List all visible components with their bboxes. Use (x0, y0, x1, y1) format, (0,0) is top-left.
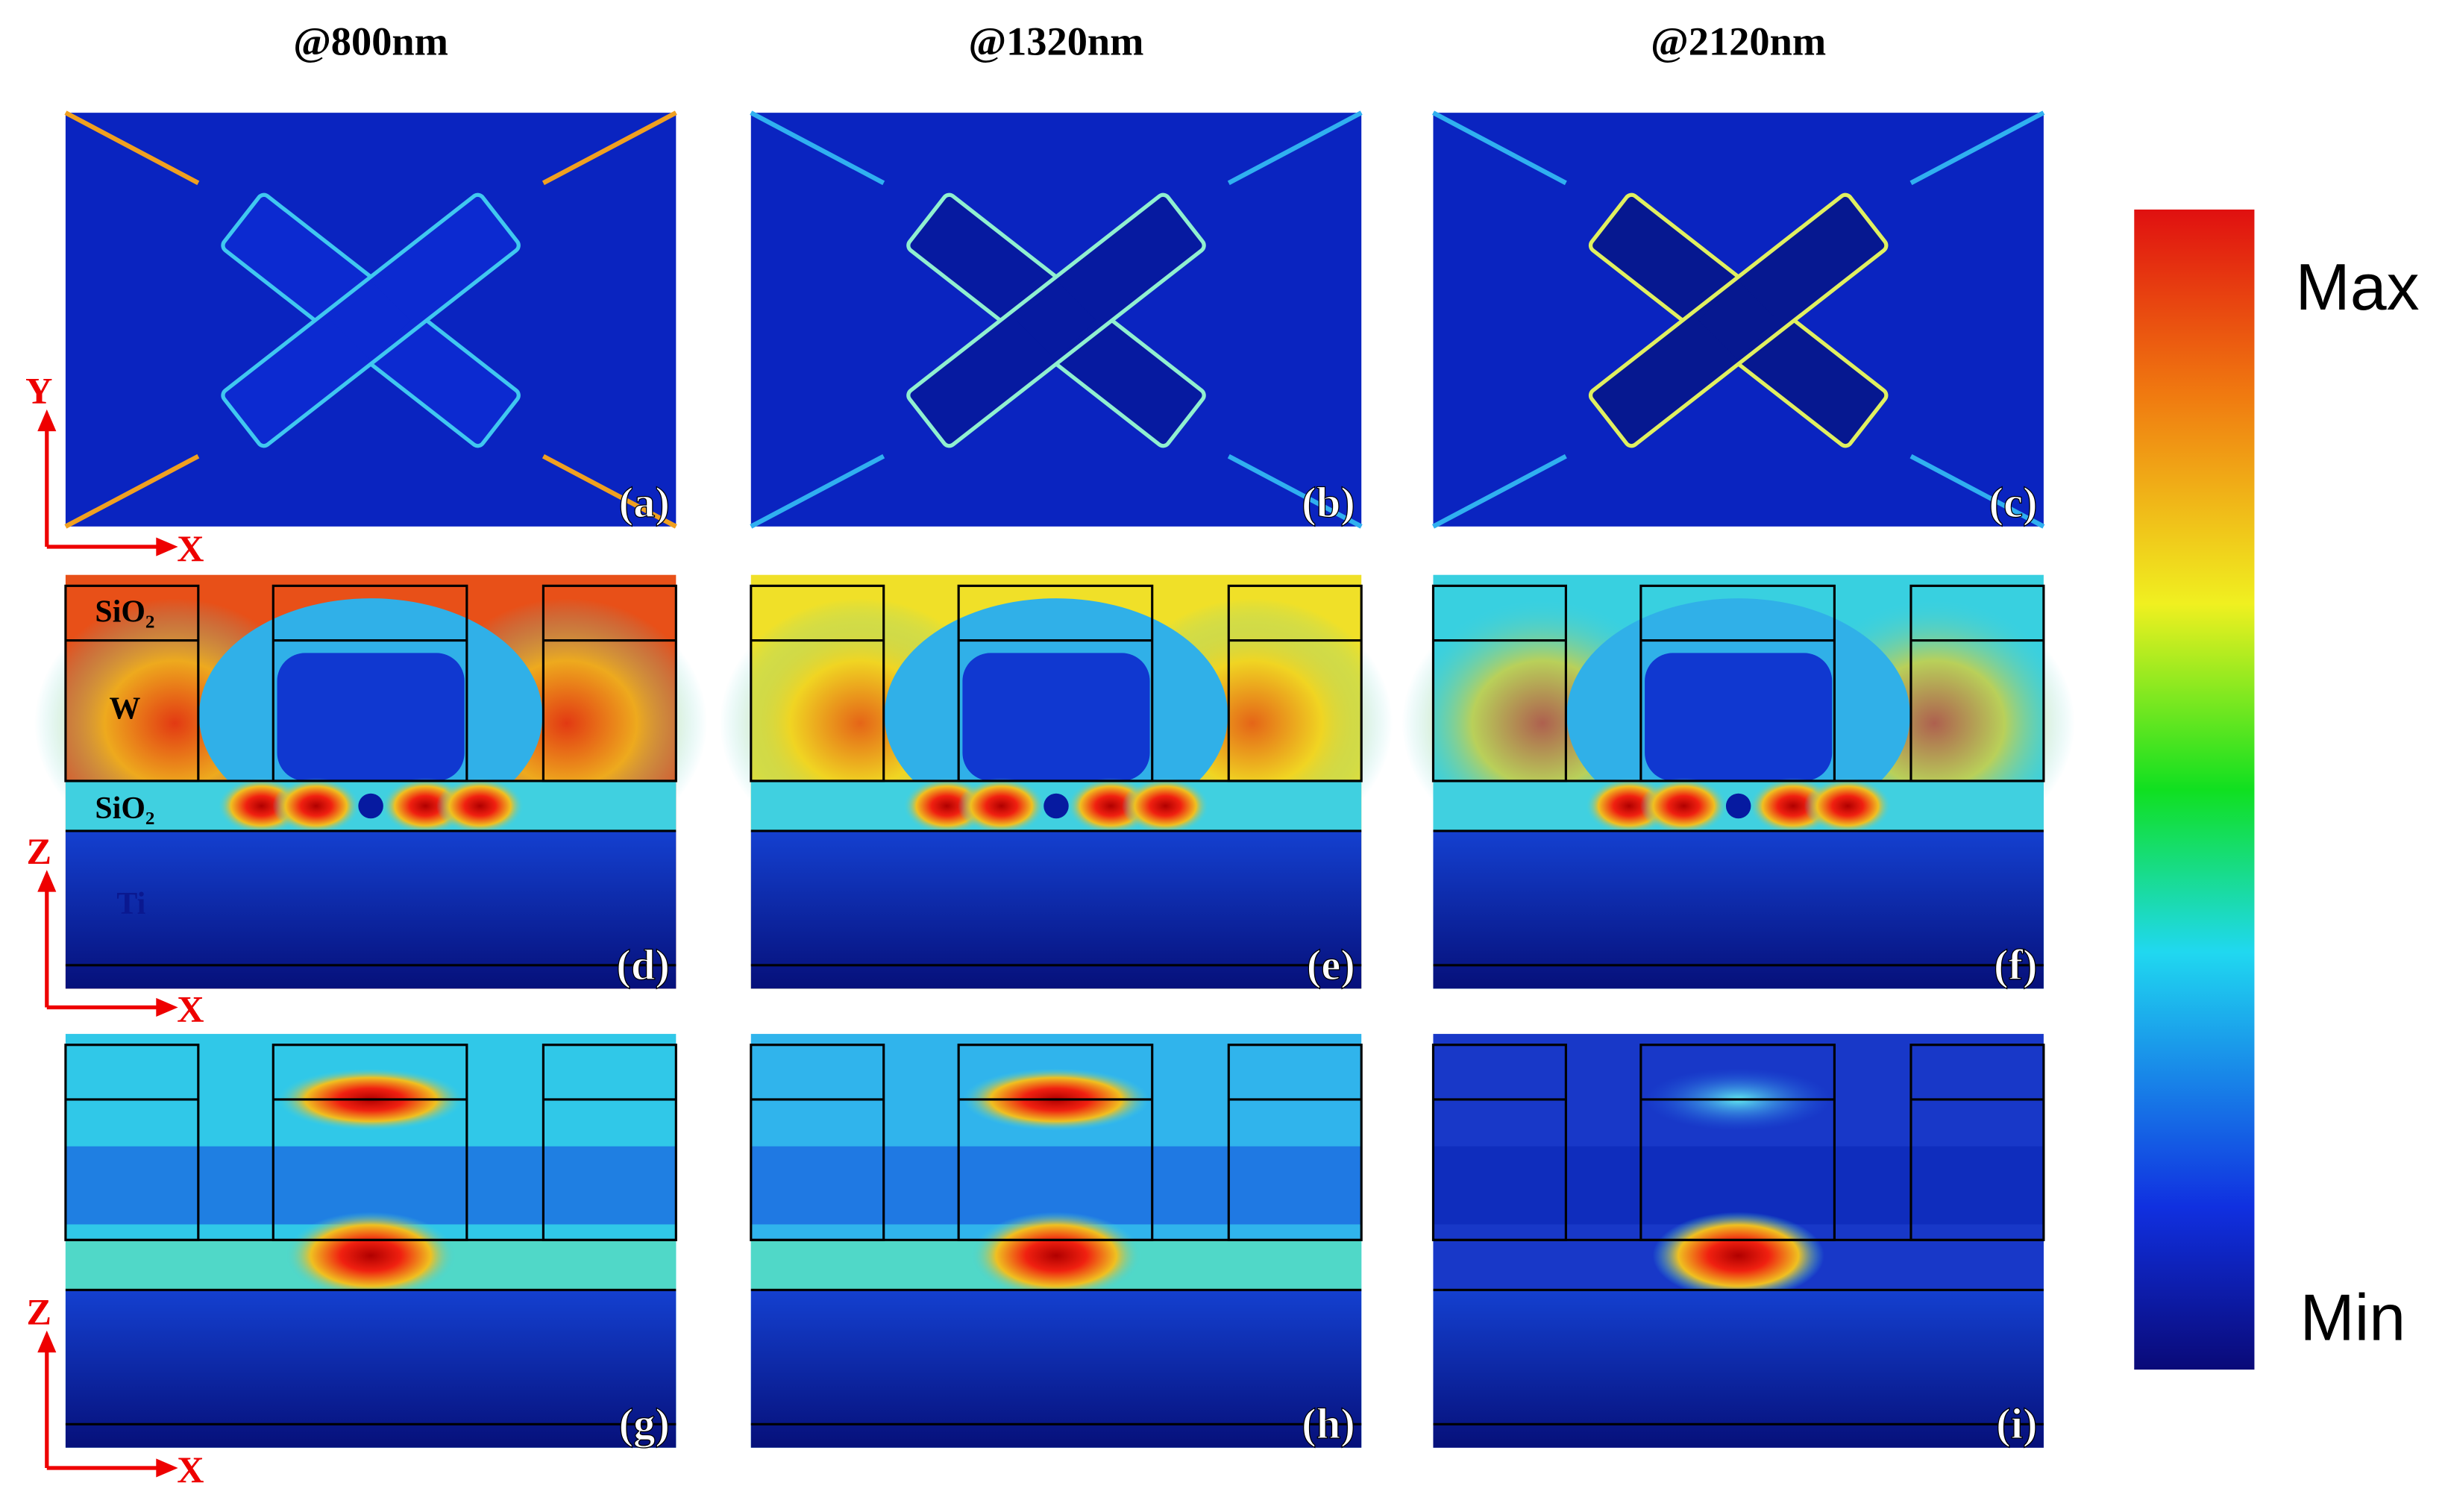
center-dark (962, 653, 1150, 781)
cross-section (719, 574, 1393, 989)
mid-band (1433, 1146, 2044, 1225)
axis-indicator: ZX (27, 830, 204, 1029)
hotspot (970, 1211, 1143, 1299)
cross-center (1698, 280, 1778, 360)
panel-label: (i) (1996, 1399, 2037, 1448)
edge-glow (542, 454, 677, 529)
arrow-head (37, 870, 57, 892)
hotspot (272, 777, 360, 835)
panel-label: (g) (619, 1399, 670, 1448)
arrow-head (156, 1458, 178, 1478)
panel-label: (e) (1307, 941, 1355, 989)
cross-section (34, 574, 708, 989)
edge-glow (750, 110, 885, 186)
hotspot (958, 777, 1046, 835)
edge-glow (64, 110, 200, 186)
colorbar-min: Min (2300, 1280, 2405, 1354)
substrate (750, 830, 1362, 989)
edge-glow (542, 110, 677, 186)
hotspot (1639, 777, 1728, 835)
edge-glow (1227, 110, 1363, 186)
top-view (1432, 110, 2045, 529)
substrate (65, 830, 677, 989)
arrow-head (156, 537, 178, 556)
edge-glow (1432, 110, 1567, 186)
hotspot (1804, 777, 1892, 835)
axis-label: X (177, 527, 204, 569)
colorbar-max: Max (2296, 250, 2420, 324)
edge-glow (1909, 110, 2045, 186)
layer-label: SiO₂ (95, 791, 154, 826)
panel-label: (f) (1994, 941, 2038, 989)
hotspot (436, 777, 524, 835)
column-title: @2120nm (1651, 19, 1826, 64)
layer-label: Ti (116, 887, 145, 921)
axis-label: Z (27, 830, 51, 872)
arrow-head (156, 997, 178, 1017)
hotspot (284, 1211, 457, 1299)
hotspot (1121, 777, 1210, 835)
layer-label: W (110, 691, 141, 726)
axis-indicator: YX (25, 369, 204, 568)
panel-label: (a) (619, 478, 670, 527)
arrow-head (37, 1330, 57, 1353)
edge-glow (1909, 454, 2045, 529)
cross-center (1016, 280, 1096, 360)
cross-section (750, 1034, 1363, 1448)
panel-label: (b) (1302, 478, 1355, 527)
axis-label: Y (25, 369, 52, 411)
substrate (1433, 1290, 2044, 1448)
axis-indicator: ZX (27, 1290, 204, 1490)
node (1043, 793, 1069, 819)
arrow-head (37, 409, 57, 432)
cross-section (1402, 574, 2075, 989)
edge-glow (750, 454, 885, 529)
hotspot (1652, 1211, 1824, 1299)
node (1725, 793, 1751, 819)
column-title: @1320nm (968, 19, 1143, 64)
mid-band (750, 1146, 1362, 1225)
node (358, 793, 383, 819)
column-title: @800nm (293, 19, 448, 64)
axis-label: X (177, 988, 204, 1029)
edge-glow (64, 454, 200, 529)
edge-glow (1432, 454, 1567, 529)
cross-section (1431, 1034, 2045, 1448)
layer-label: SiO₂ (95, 595, 154, 629)
top-view (64, 110, 677, 529)
axis-label: X (177, 1449, 204, 1490)
panel-label: (d) (616, 941, 670, 989)
substrate (65, 1290, 677, 1448)
center-dark (1645, 653, 1833, 781)
mid-band (65, 1146, 677, 1225)
substrate (1433, 830, 2044, 989)
panel-label: (h) (1302, 1399, 1355, 1448)
axis-label: Z (27, 1290, 51, 1332)
cross-section (64, 1034, 677, 1448)
top-view (750, 110, 1363, 529)
panel-label: (c) (1989, 478, 2037, 527)
substrate (750, 1290, 1362, 1448)
colorbar (2134, 209, 2255, 1370)
edge-glow (1227, 454, 1363, 529)
center-dark (277, 653, 465, 781)
